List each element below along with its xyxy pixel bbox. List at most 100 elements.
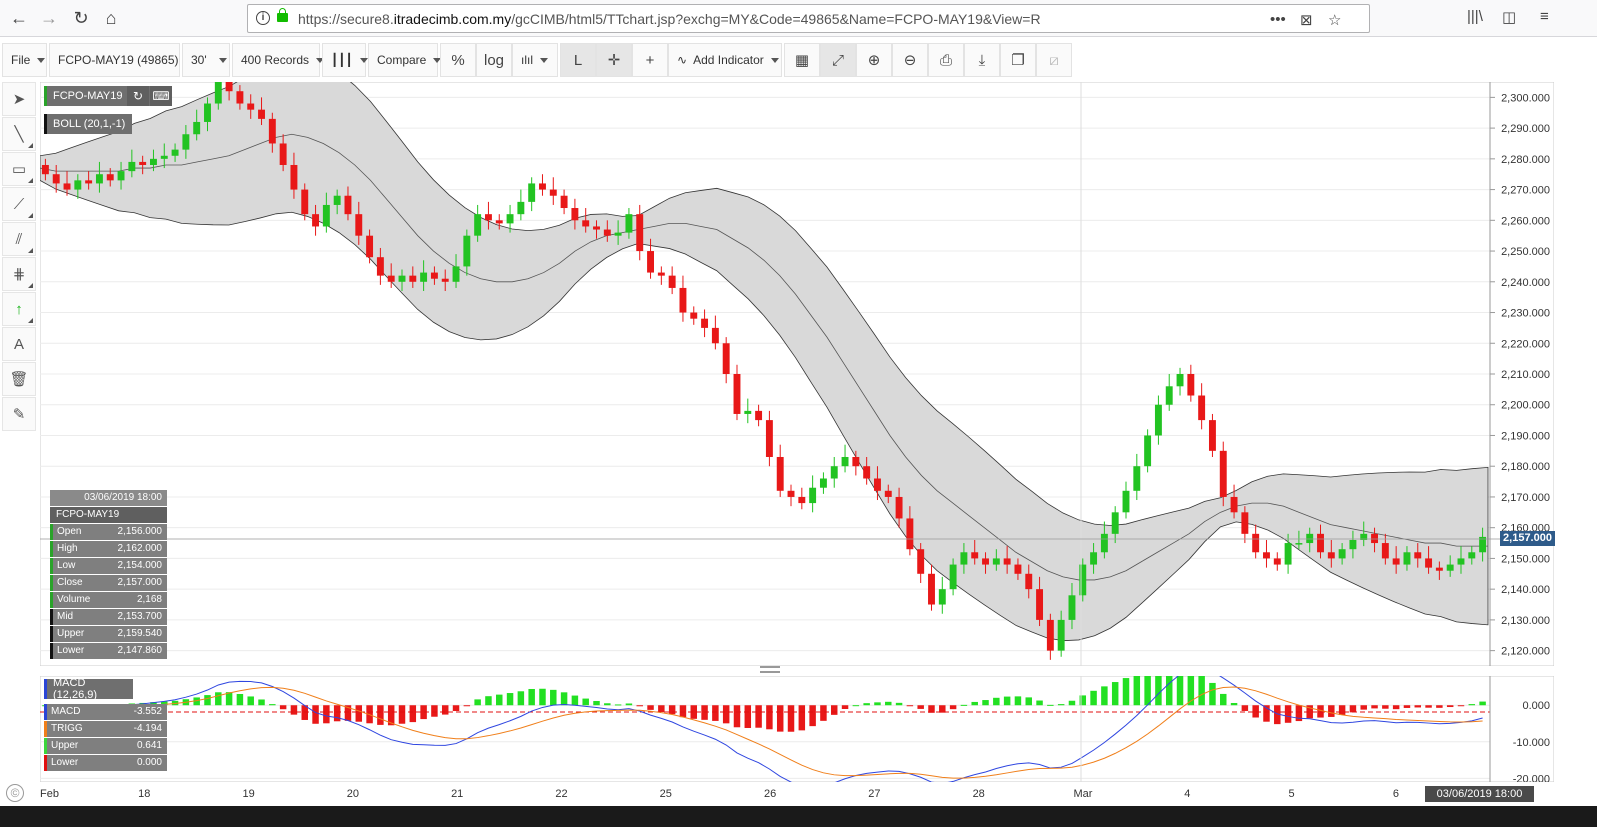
candle <box>938 576 946 614</box>
macd-bar <box>830 705 838 715</box>
candle <box>960 543 968 574</box>
window-icon[interactable]: ❐ <box>1000 43 1036 77</box>
line-tool-icon[interactable]: ╲ <box>2 117 36 151</box>
bollinger-mid-line <box>40 133 1488 581</box>
candle <box>1198 383 1206 430</box>
price-chart[interactable]: 2,300.000 2,290.000 2,280.000 2,270.000 2,26… <box>40 82 1554 666</box>
macd-bar <box>463 705 471 707</box>
fan-tool-icon[interactable]: ⟋ <box>2 187 36 221</box>
page-actions-icon[interactable]: ••• <box>1270 11 1286 28</box>
candle <box>506 204 514 233</box>
symbol-legend[interactable]: FCPO-MAY19 <box>44 86 152 106</box>
indicator-icon: ∿ <box>677 53 688 67</box>
time-tick-label: 22 <box>555 788 567 800</box>
candle <box>1133 453 1141 501</box>
macd-bar <box>733 705 741 728</box>
crosshair-icon[interactable]: ✛ <box>596 43 632 77</box>
macd-bar <box>582 698 589 706</box>
pointer-icon[interactable]: ➤ <box>2 82 36 116</box>
macd-bar <box>982 700 989 706</box>
candle <box>528 177 536 212</box>
png-download-icon[interactable]: ⤓ <box>964 43 1000 77</box>
settings-icon[interactable]: ⌨ <box>150 86 172 106</box>
macd-legend[interactable]: MACD (12,26,9) <box>44 677 133 701</box>
library-icon[interactable]: |||\ <box>1467 8 1483 25</box>
macd-bar <box>852 705 860 707</box>
volume-bars-icon: ılıl <box>521 53 533 67</box>
symbol-select[interactable]: FCPO-MAY19 (49865) <box>49 43 194 77</box>
crosshair-free-icon[interactable]: + <box>632 43 668 77</box>
candle <box>268 112 276 153</box>
interval-select[interactable]: 30' <box>182 43 230 77</box>
arrow-right-icon[interactable]: → <box>40 7 58 28</box>
fullscreen-icon[interactable]: ⤢ <box>820 43 856 77</box>
zoom-in-icon[interactable]: ⊕ <box>856 43 892 77</box>
candle <box>884 484 892 504</box>
pencil-icon[interactable]: ✎ <box>2 397 36 431</box>
trash-icon[interactable]: 🗑 <box>2 362 36 396</box>
menu-icon[interactable]: ≡ <box>1540 8 1549 25</box>
macd-histogram <box>42 676 1486 732</box>
compare-select[interactable]: Compare <box>368 43 442 77</box>
add-indicator-button[interactable]: ∿ Add Indicator <box>668 43 782 77</box>
macd-bar <box>863 703 870 706</box>
chart-type-select[interactable]: ┃┃┃ <box>322 43 368 77</box>
sidebar-icon[interactable]: ◫ <box>1502 9 1517 26</box>
macd-bar <box>614 704 622 706</box>
last-price-tag: 2,157.000 <box>1500 531 1555 546</box>
arrow-up-tool-icon[interactable]: ↑ <box>2 292 36 326</box>
refresh-icon[interactable]: ↻ <box>127 86 149 106</box>
volume-select[interactable]: ılıl <box>512 43 558 77</box>
candle <box>430 266 438 285</box>
file-menu[interactable]: File <box>2 43 47 77</box>
text-tool-icon[interactable]: A <box>2 327 36 361</box>
infobox-row-lower: Lower 2,147.860 <box>50 643 167 659</box>
candle <box>1144 429 1152 473</box>
macd-chart[interactable]: 0.000 -10.000 -20.000 <box>40 676 1554 782</box>
candle <box>647 238 654 279</box>
infobox-row-low: Low 2,154.000 <box>50 558 167 574</box>
candle <box>160 143 168 169</box>
pocket-icon[interactable]: ⊠ <box>1300 12 1313 29</box>
log-button[interactable]: log <box>476 43 512 77</box>
price-tick-label: 2,250.000 <box>1501 246 1550 258</box>
l-button[interactable]: L <box>560 43 596 77</box>
macd-bar <box>215 692 222 706</box>
grid-icon[interactable]: ▦ <box>784 43 820 77</box>
macd-bar <box>1209 682 1216 706</box>
boll-legend[interactable]: BOLL (20,1,-1) <box>44 114 132 134</box>
macd-bar <box>1155 676 1162 706</box>
rectangle-tool-icon[interactable]: ▭ <box>2 152 36 186</box>
time-tick-label: 20 <box>347 788 359 800</box>
macd-bar <box>1101 686 1108 706</box>
bookmark-star-icon[interactable]: ☆ <box>1328 12 1342 29</box>
macd-bar <box>1382 705 1389 709</box>
macd-bar <box>1446 705 1454 708</box>
percent-button[interactable]: % <box>440 43 476 77</box>
zoom-out-icon[interactable]: ⊖ <box>892 43 928 77</box>
macd-bar <box>1317 705 1324 718</box>
candle <box>214 82 222 110</box>
macd-bar <box>1003 696 1011 706</box>
home-icon[interactable]: ⌂ <box>105 7 117 28</box>
candle <box>193 109 201 141</box>
candle <box>1111 506 1119 544</box>
channel-tool-icon[interactable]: ⫽ <box>2 222 36 256</box>
pane-resize-handle[interactable] <box>760 666 780 673</box>
arrow-left-icon[interactable]: ← <box>10 7 28 28</box>
candle <box>711 315 719 350</box>
trigg-line <box>45 686 1483 779</box>
macd-bar <box>236 693 244 706</box>
records-select[interactable]: 400 Records <box>232 43 325 77</box>
candle <box>755 404 763 427</box>
url-bar[interactable]: i https://secure8.itradecimb.com.my/gcCI… <box>247 4 1370 33</box>
url-text[interactable]: https://secure8.itradecimb.com.my/gcCIMB… <box>298 11 1041 27</box>
print-icon[interactable]: ⎙ <box>928 43 964 77</box>
fibonacci-tool-icon[interactable]: ⋕ <box>2 257 36 291</box>
macd-bar <box>798 705 806 731</box>
macd-bar <box>431 705 438 717</box>
reload-icon[interactable]: ↻ <box>73 7 89 28</box>
chart-settings-icon[interactable]: ⧄ <box>1036 43 1072 77</box>
candle <box>247 94 255 119</box>
info-icon[interactable]: i <box>256 11 270 25</box>
